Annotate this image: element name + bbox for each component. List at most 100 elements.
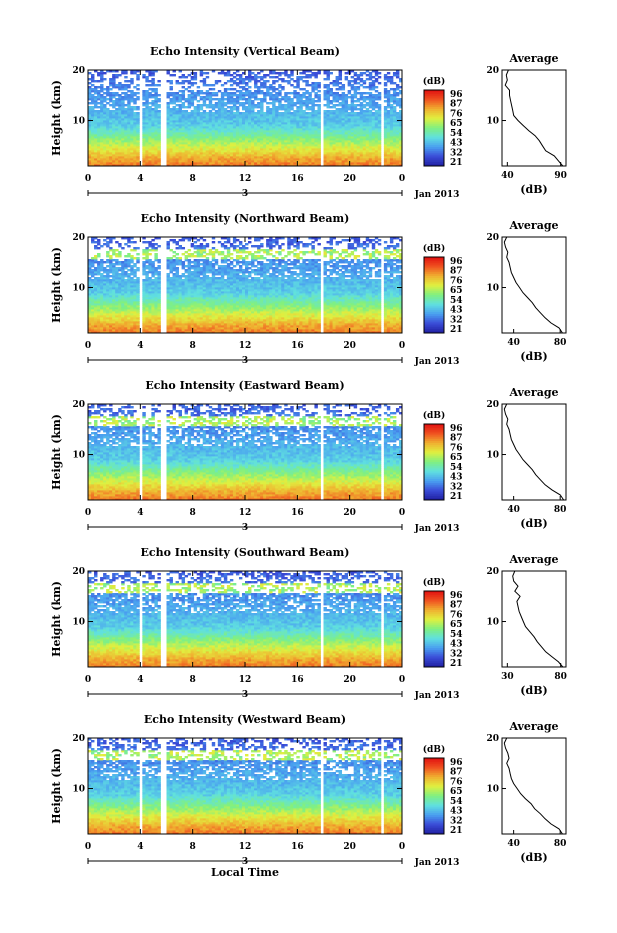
heatmap-cell	[260, 98, 263, 100]
heatmap-cell	[263, 80, 266, 82]
heatmap-cell	[124, 76, 127, 78]
heatmap-cell	[278, 90, 281, 92]
heatmap-cell	[88, 86, 91, 88]
heatmap-cell	[91, 257, 94, 259]
heatmap-cell	[151, 279, 154, 281]
heatmap-cell	[124, 80, 127, 82]
heatmap-cell	[357, 92, 360, 94]
heatmap-cell	[197, 100, 200, 102]
heatmap-cell	[151, 78, 154, 80]
average-y-tick-label: 10	[486, 117, 499, 127]
heatmap-cell	[314, 82, 317, 84]
heatmap-cell	[103, 261, 106, 263]
heatmap-cell	[121, 84, 124, 86]
heatmap-cell	[308, 74, 311, 76]
heatmap-cell	[200, 104, 203, 106]
heatmap-cell	[133, 98, 136, 100]
heatmap-cell	[275, 76, 278, 78]
heatmap-cell	[224, 102, 227, 104]
heatmap-cell	[324, 110, 327, 112]
heatmap-cell	[278, 112, 281, 114]
heatmap-cell	[357, 82, 360, 84]
heatmap-cell	[145, 241, 148, 243]
heatmap-cell	[182, 74, 185, 76]
heatmap-cell	[263, 92, 266, 94]
heatmap-cell	[372, 80, 375, 82]
heatmap-cell	[130, 90, 133, 92]
heatmap-cell	[194, 106, 197, 108]
heatmap-cell	[91, 279, 94, 281]
heatmap-cell	[151, 88, 154, 90]
heatmap-cell	[179, 104, 182, 106]
heatmap-cell	[275, 92, 278, 94]
heatmap-cell	[272, 94, 275, 96]
heatmap-cell	[103, 239, 106, 241]
heatmap-cell	[145, 271, 148, 273]
heatmap-cell	[254, 74, 257, 76]
heatmap-cell	[121, 261, 124, 263]
heatmap-cell	[191, 76, 194, 78]
heatmap-cell	[242, 102, 245, 104]
heatmap-cell	[233, 80, 236, 82]
heatmap-cell	[293, 86, 296, 88]
heatmap-cell	[245, 106, 248, 108]
heatmap-cell	[360, 102, 363, 104]
heatmap-cell	[106, 251, 109, 253]
heatmap-cell	[293, 102, 296, 104]
heatmap-cell	[124, 279, 127, 281]
heatmap-cell	[278, 78, 281, 80]
heatmap-cell	[281, 78, 284, 80]
heatmap-cell	[188, 80, 191, 82]
heatmap-cell	[136, 84, 139, 86]
heatmap-cell	[293, 110, 296, 112]
heatmap-cell	[348, 104, 351, 106]
heatmap-cell	[191, 90, 194, 92]
heatmap-cell	[100, 84, 103, 86]
heatmap-cell	[302, 110, 305, 112]
heatmap-cell	[333, 80, 336, 82]
heatmap-cell	[106, 98, 109, 100]
heatmap-cell	[227, 106, 230, 108]
heatmap-cell	[133, 279, 136, 281]
heatmap-cell	[197, 86, 200, 88]
heatmap-cell	[357, 86, 360, 88]
heatmap-cell	[299, 88, 302, 90]
heatmap-cell	[151, 239, 154, 241]
x-tick-label: 0	[85, 174, 91, 184]
heatmap-cell	[130, 106, 133, 108]
heatmap-cell	[212, 92, 215, 94]
heatmap-cell	[194, 82, 197, 84]
heatmap-cell	[185, 88, 188, 90]
heatmap-cell	[263, 74, 266, 76]
x-tick-label: 12	[239, 174, 252, 184]
heatmap-cell	[339, 102, 342, 104]
heatmap-cell	[103, 92, 106, 94]
average-title: Average	[508, 52, 558, 65]
heatmap-cell	[130, 249, 133, 251]
heatmap-cell	[133, 269, 136, 271]
heatmap-cell	[206, 84, 209, 86]
heatmap-cell	[348, 112, 351, 114]
panel-0: Echo Intensity (Vertical Beam)1020Height…	[50, 45, 567, 200]
heatmap-cell	[115, 253, 118, 255]
heatmap-cell	[254, 104, 257, 106]
average-y-tick-label: 20	[486, 66, 499, 76]
heatmap-cell	[290, 92, 293, 94]
heatmap-cell	[170, 80, 173, 82]
colorbar-tick-label: 87	[450, 100, 463, 110]
heatmap-cell	[254, 112, 257, 114]
heatmap-cell	[151, 108, 154, 110]
heatmap-cell	[206, 72, 209, 74]
heatmap-cell	[94, 96, 97, 98]
heatmap-cell	[375, 110, 378, 112]
heatmap-cell	[275, 72, 278, 74]
heatmap-cell	[136, 112, 139, 114]
heatmap-cell	[112, 100, 115, 102]
heatmap-cell	[127, 245, 130, 247]
x-tick-label: 4	[137, 174, 143, 184]
heatmap-cell	[242, 92, 245, 94]
heatmap-cell	[272, 76, 275, 78]
heatmap-cell	[203, 110, 206, 112]
colorbar-tick-label: 32	[450, 148, 463, 158]
